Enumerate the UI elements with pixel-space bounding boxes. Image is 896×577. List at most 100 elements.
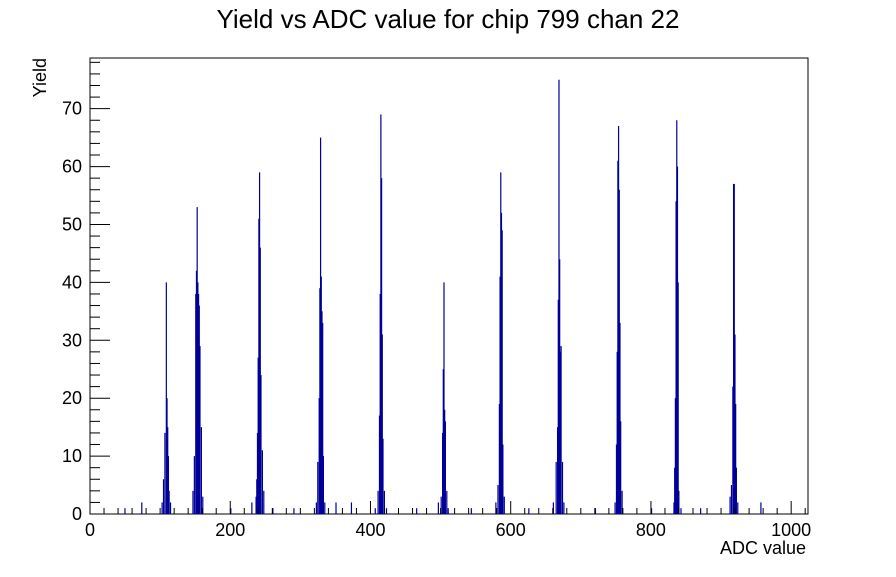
histogram-bin: [499, 276, 501, 514]
histogram-bin: [193, 456, 195, 514]
histogram-bin: [444, 409, 446, 514]
histogram-bin: [502, 444, 504, 514]
histogram-bin: [621, 490, 623, 514]
y-tick-label: 0: [72, 504, 82, 524]
histogram-bin: [735, 403, 737, 514]
histogram-bin: [377, 490, 379, 514]
histogram-bin: [167, 456, 170, 514]
histogram-bin: [680, 508, 682, 514]
histogram-bin: [230, 508, 232, 514]
histogram-bin: [737, 502, 739, 514]
histogram-bin: [382, 438, 384, 514]
histogram-bin: [561, 461, 564, 514]
histogram-bin: [552, 502, 554, 514]
histogram-bin: [199, 346, 201, 514]
histogram-bin: [164, 432, 166, 514]
histogram-bin: [315, 502, 317, 514]
histogram-bin: [732, 183, 735, 514]
histogram-bin: [594, 508, 597, 514]
y-tick-label: 70: [62, 99, 82, 119]
histogram-bin: [200, 427, 202, 514]
histogram-bin: [616, 351, 618, 514]
histogram-bin: [124, 508, 126, 514]
histogram-bin: [255, 496, 257, 514]
histogram-bin: [259, 247, 261, 514]
histogram-bin: [733, 183, 735, 514]
histogram-bin: [256, 479, 258, 514]
histogram-bin: [729, 496, 731, 514]
y-axis-ticks: 0 10 20 30 40 50 60 70: [62, 61, 110, 524]
histogram-bin: [617, 160, 619, 514]
histogram-bin: [620, 421, 622, 514]
histogram-bins: [124, 79, 762, 515]
histogram-bin: [498, 403, 500, 514]
histogram-bin: [495, 502, 497, 514]
histogram-bin: [141, 502, 143, 514]
histogram-bin: [500, 172, 502, 515]
histogram-bin: [674, 398, 676, 514]
histogram-bin: [735, 467, 737, 514]
histogram-bin: [263, 490, 265, 514]
histogram-bin: [195, 270, 198, 514]
y-axis-label: Yield: [30, 58, 50, 97]
histogram-bin: [470, 508, 472, 514]
histogram-bin: [195, 293, 197, 514]
histogram-bin: [676, 166, 679, 514]
histogram-bin: [317, 461, 319, 514]
histogram-bin: [293, 508, 295, 514]
histogram-bin: [319, 137, 322, 514]
histogram-bin: [165, 282, 167, 514]
histogram-bin: [560, 346, 562, 514]
histogram-bin: [501, 230, 503, 514]
x-tick-label: 800: [636, 520, 666, 540]
histogram-bin: [559, 351, 561, 514]
histogram-bin: [324, 502, 326, 514]
histogram-bin: [350, 502, 353, 514]
histogram-bin: [440, 496, 442, 514]
histogram-bin: [674, 467, 676, 514]
histogram-bin: [614, 502, 616, 514]
histogram-bin: [381, 334, 383, 514]
histogram-bin: [260, 375, 262, 514]
histogram-bin: [320, 276, 322, 514]
y-tick-label: 30: [62, 330, 82, 350]
histogram-bin: [700, 508, 702, 514]
histogram-bin: [272, 508, 274, 514]
histogram-bin: [563, 502, 565, 514]
histogram-bin: [730, 485, 733, 514]
histogram-bin: [497, 485, 499, 514]
histogram-bin: [321, 311, 323, 514]
histogram-bin: [500, 212, 503, 514]
histogram-bin: [443, 282, 445, 514]
histogram-bin: [383, 490, 385, 514]
histogram-bin: [251, 502, 253, 514]
histogram-bin: [197, 282, 199, 514]
histogram-bin: [256, 432, 259, 514]
x-axis-ticks: 0 200 400 600 800 1000: [85, 501, 811, 540]
x-tick-label: 600: [496, 520, 526, 540]
histogram-bin: [556, 427, 559, 514]
histogram-bin: [380, 178, 383, 514]
histogram-bin: [380, 114, 382, 515]
histogram-bin: [374, 508, 376, 514]
histogram-bin: [198, 305, 200, 514]
histogram-bin: [617, 126, 620, 514]
y-tick-label: 40: [62, 272, 82, 292]
histogram-bin: [385, 508, 388, 514]
histogram-bin: [447, 508, 449, 514]
histogram-bin: [528, 508, 530, 514]
histogram-bin: [734, 334, 736, 514]
histogram-bin: [559, 259, 561, 514]
histogram-bin: [677, 282, 679, 514]
histogram-bin: [760, 502, 762, 514]
histogram-bin: [257, 357, 259, 514]
x-tick-label: 400: [355, 520, 385, 540]
histogram-bin: [446, 490, 448, 514]
histogram-bin: [319, 288, 321, 514]
histogram-bin: [619, 322, 621, 514]
histogram-bin: [161, 502, 163, 514]
histogram-bin: [335, 502, 337, 514]
